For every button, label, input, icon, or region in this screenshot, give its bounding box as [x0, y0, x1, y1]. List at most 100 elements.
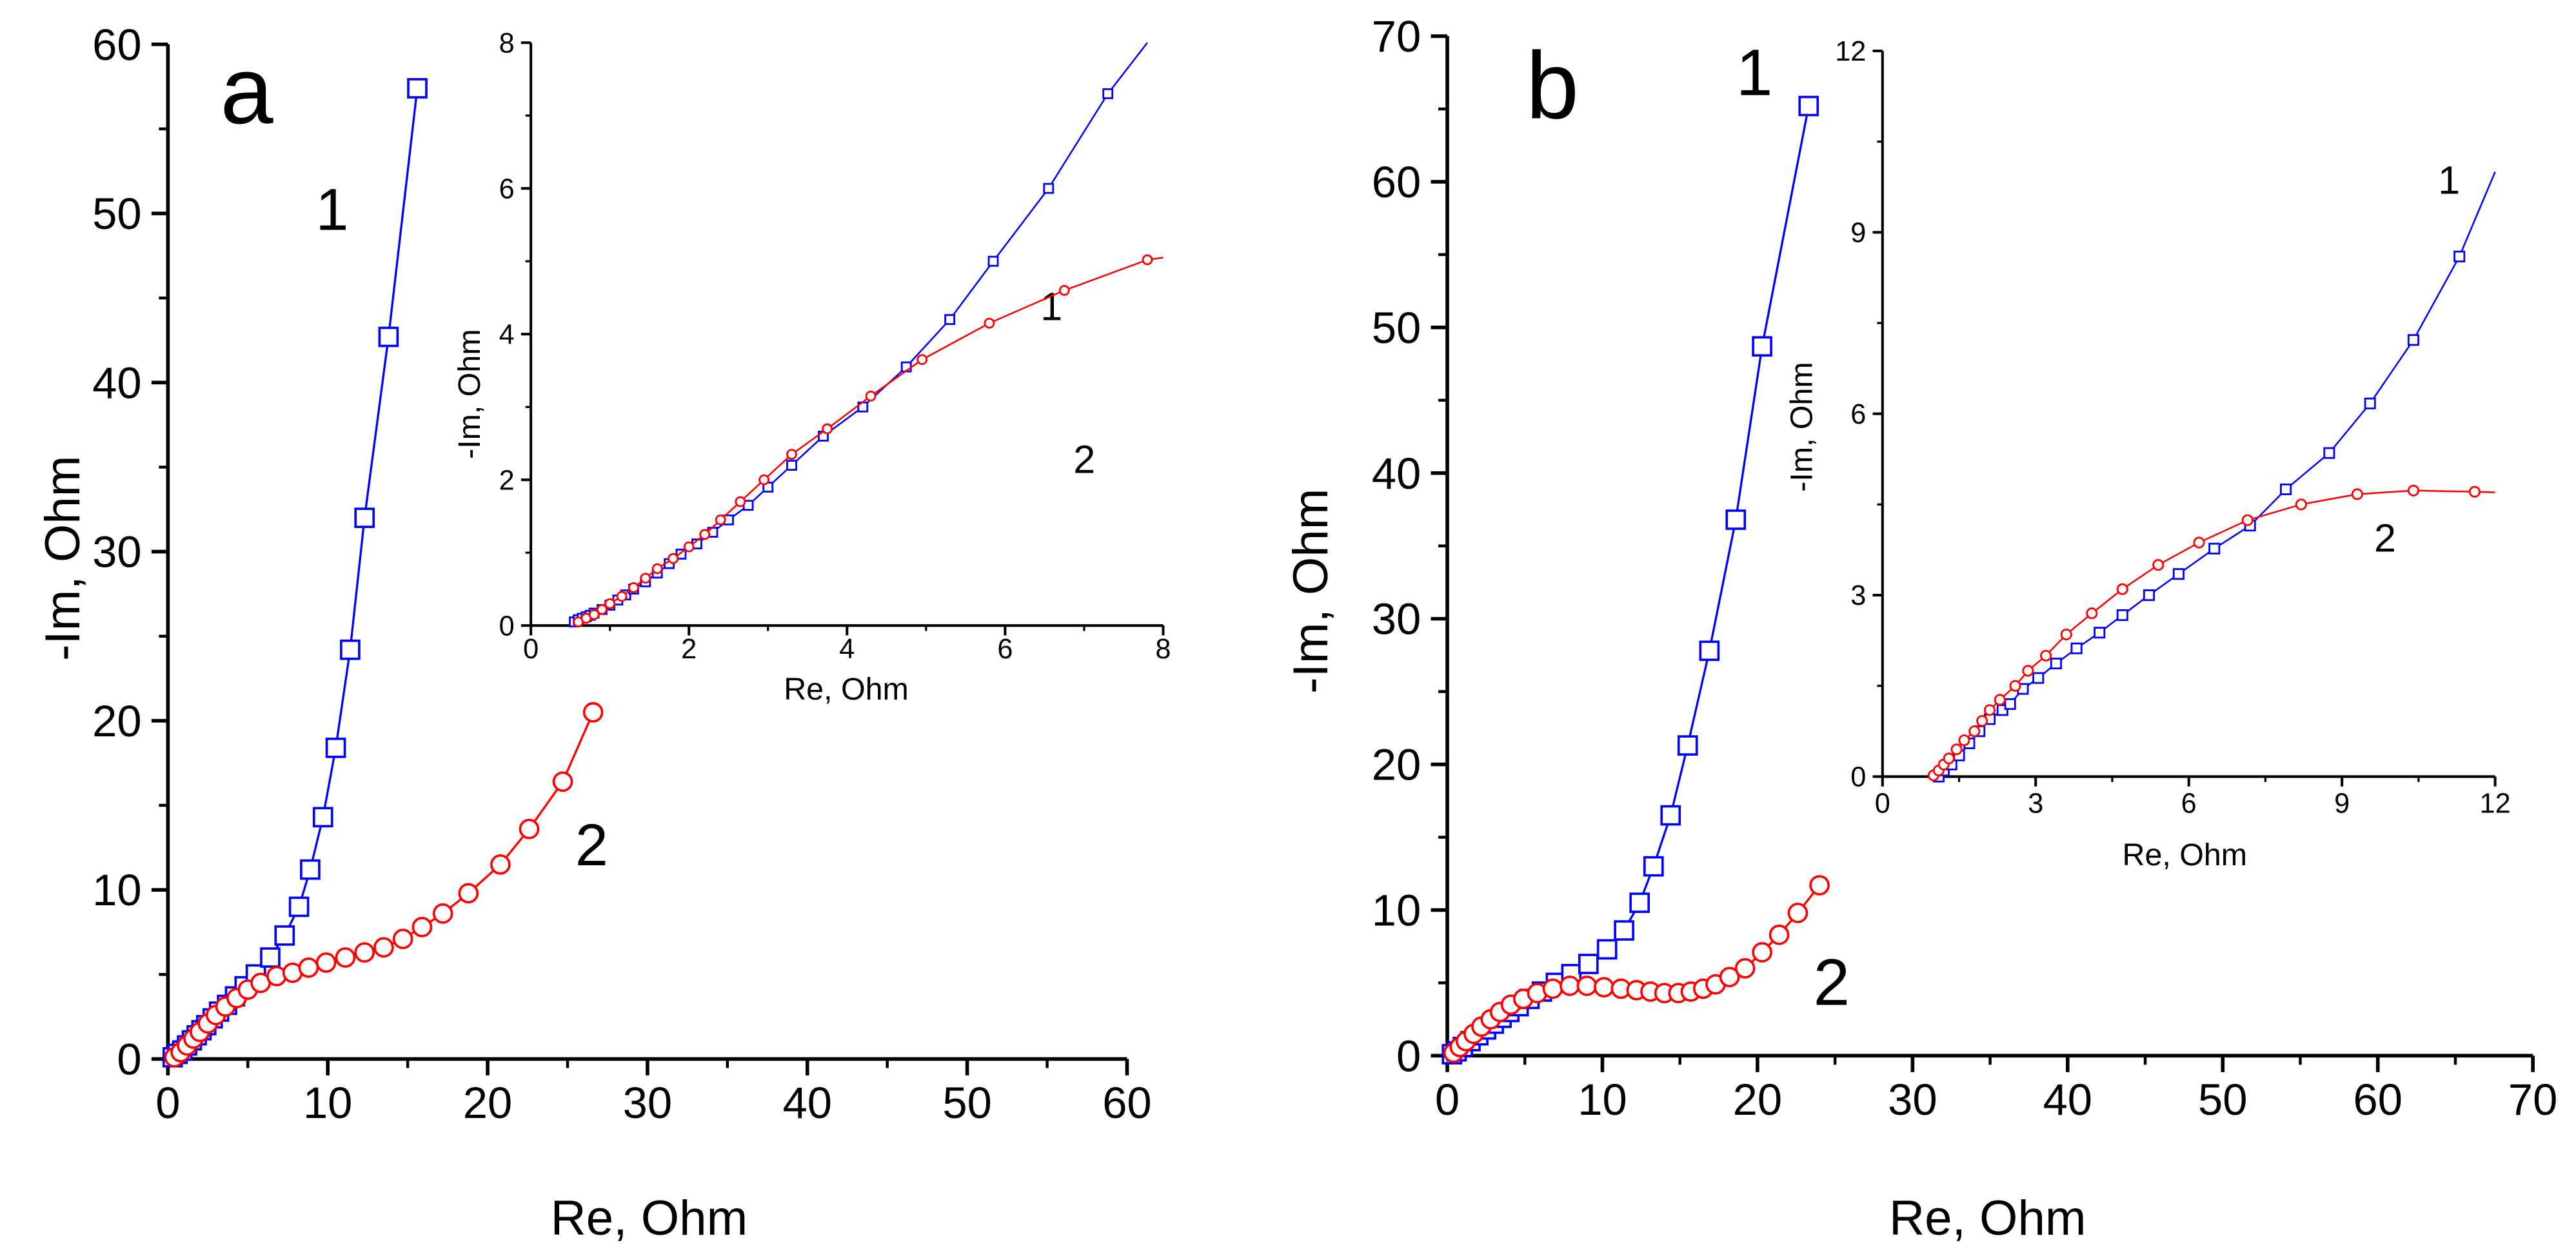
series-1 — [162, 78, 428, 1068]
data-point-circle — [1976, 715, 1988, 727]
y-tick-label: 40 — [92, 358, 141, 407]
data-point-square — [2172, 568, 2185, 580]
data-point-circle — [582, 702, 604, 723]
series-label-2: 2 — [1073, 437, 1095, 481]
series-1 — [569, 42, 1148, 627]
y-axis-title: -Im, Ohm — [35, 456, 90, 661]
data-point-circle — [335, 947, 356, 968]
data-point-circle — [2022, 665, 2034, 677]
data-point-circle — [1958, 734, 1970, 747]
y-tick-label: 20 — [1372, 740, 1421, 790]
data-point-square — [1614, 920, 1634, 941]
data-point-square — [1596, 939, 1618, 960]
data-point-square — [2323, 447, 2335, 459]
data-point-square — [944, 314, 956, 325]
series-label-2: 2 — [1814, 945, 1850, 1019]
data-point-circle — [1594, 977, 1614, 997]
data-point-square — [1725, 509, 1747, 530]
data-point-circle — [616, 591, 628, 602]
data-point-circle — [2086, 607, 2098, 620]
data-point-circle — [822, 423, 833, 435]
data-point-circle — [1719, 967, 1740, 988]
data-point-square — [2004, 698, 2016, 710]
x-axis-title: Re, Ohm — [2123, 838, 2248, 872]
data-point-circle — [1560, 976, 1580, 996]
data-point-circle — [519, 818, 540, 839]
data-point-square — [2407, 334, 2420, 346]
data-point-circle — [2193, 536, 2205, 549]
data-point-square — [2050, 658, 2062, 670]
y-axis-title: -Im, Ohm — [1784, 362, 1819, 492]
series-label-1: 1 — [1736, 36, 1773, 110]
y-tick-label: 60 — [1372, 157, 1421, 207]
series-label-2: 2 — [575, 812, 608, 878]
data-point-square — [378, 326, 399, 348]
data-point-circle — [1576, 976, 1598, 996]
y-tick-label: 4 — [499, 319, 515, 350]
data-point-square — [1043, 182, 1055, 194]
data-point-circle — [2468, 486, 2481, 498]
y-tick-label: 40 — [1372, 449, 1421, 498]
data-point-circle — [668, 553, 679, 564]
data-point-square — [987, 255, 999, 267]
y-tick-label: 20 — [92, 696, 141, 746]
y-tick-label: 30 — [1372, 594, 1421, 644]
data-point-circle — [984, 317, 995, 329]
y-tick-label: 6 — [1850, 399, 1866, 430]
series-2 — [1443, 875, 1830, 1063]
x-tick-label: 20 — [463, 1078, 512, 1128]
data-point-square — [1677, 735, 1698, 756]
data-point-circle — [916, 354, 928, 366]
x-tick-label: 0 — [155, 1078, 180, 1128]
data-point-square — [1798, 95, 1819, 117]
data-point-circle — [490, 854, 511, 875]
data-point-circle — [1058, 284, 1070, 296]
x-tick-label: 0 — [1875, 788, 1890, 819]
data-point-circle — [552, 771, 573, 792]
series-2 — [164, 702, 604, 1068]
data-point-circle — [1968, 725, 1981, 738]
x-tick-label: 40 — [2043, 1075, 2092, 1124]
data-point-square — [340, 639, 361, 660]
data-point-circle — [1943, 752, 1955, 765]
y-tick-label: 9 — [1850, 217, 1866, 248]
data-point-square — [2116, 609, 2128, 622]
series-2 — [573, 254, 1164, 627]
data-point-circle — [411, 917, 433, 937]
data-point-circle — [298, 957, 319, 978]
data-point-circle — [458, 883, 479, 904]
data-point-circle — [1752, 942, 1772, 963]
data-point-square — [325, 738, 346, 758]
data-point-circle — [1142, 254, 1153, 266]
data-point-circle — [354, 942, 375, 963]
data-point-circle — [604, 598, 616, 609]
data-point-circle — [2116, 583, 2128, 595]
data-point-square — [1578, 954, 1599, 974]
y-axis-title: -Im, Ohm — [1283, 489, 1338, 694]
y-tick-label: 0 — [499, 611, 515, 642]
data-point-square — [1629, 892, 1650, 913]
data-point-circle — [715, 514, 726, 525]
data-point-circle — [2040, 649, 2052, 662]
y-tick-label: 3 — [1850, 580, 1866, 611]
data-point-square — [288, 896, 310, 917]
data-point-square — [2280, 483, 2292, 495]
data-point-circle — [628, 582, 639, 593]
data-point-square — [354, 507, 375, 528]
data-point-circle — [1983, 704, 1996, 716]
data-point-square — [312, 807, 333, 828]
x-tick-label: 12 — [2480, 788, 2511, 819]
data-point-square — [300, 859, 321, 880]
y-tick-label: 10 — [92, 865, 141, 915]
data-point-circle — [2241, 514, 2254, 526]
data-point-circle — [588, 609, 600, 620]
y-tick-label: 70 — [1372, 12, 1421, 61]
x-tick-label: 6 — [997, 634, 1013, 665]
series-2 — [1927, 484, 2495, 781]
data-point-square — [2070, 642, 2083, 654]
